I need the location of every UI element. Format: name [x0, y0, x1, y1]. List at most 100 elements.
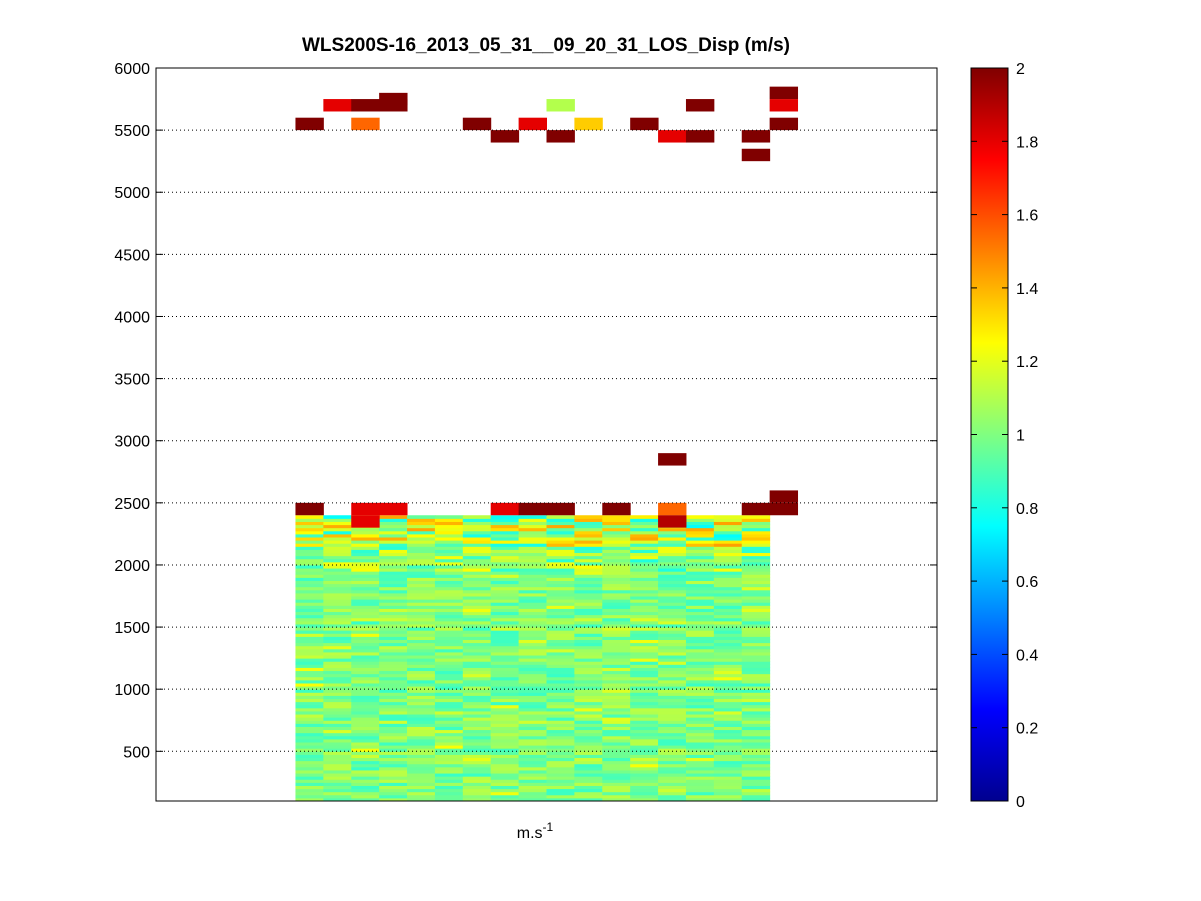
heatmap-cell — [323, 586, 352, 591]
heatmap-cell — [518, 605, 547, 609]
heatmap-cell — [379, 701, 408, 706]
heatmap-cell — [518, 117, 547, 131]
heatmap-cell — [713, 543, 743, 547]
heatmap-cell — [658, 754, 687, 759]
heatmap-cell — [741, 639, 771, 644]
heatmap-cell — [434, 779, 464, 783]
heatmap-cell — [658, 543, 687, 547]
heatmap-cell — [295, 745, 324, 749]
heatmap-cell — [574, 794, 603, 799]
heatmap-cell — [295, 555, 324, 560]
heatmap-cell — [630, 686, 659, 690]
heatmap-cell — [490, 623, 520, 628]
heatmap-cell — [685, 692, 715, 696]
heatmap-cell — [295, 676, 324, 681]
heatmap-cell — [295, 583, 324, 588]
heatmap-cell — [407, 611, 436, 616]
heatmap-cell — [546, 611, 575, 616]
heatmap-cell — [630, 773, 659, 777]
heatmap-cell — [379, 707, 408, 712]
heatmap-cell — [630, 741, 659, 746]
heatmap-cell — [741, 695, 771, 700]
heatmap-cell — [462, 785, 492, 790]
heatmap-cell — [490, 577, 520, 581]
heatmap-cell — [713, 558, 743, 563]
heatmap-cell — [295, 658, 324, 662]
heatmap-cell — [685, 704, 715, 709]
heatmap-cell — [630, 757, 659, 762]
heatmap-cell — [295, 605, 324, 609]
y-tick-label: 500 — [123, 744, 150, 761]
heatmap-cell — [630, 782, 659, 786]
heatmap-cell — [741, 645, 771, 650]
heatmap-cell — [713, 698, 743, 703]
heatmap-cell — [490, 794, 520, 799]
heatmap-cell — [379, 658, 408, 662]
heatmap-cell — [741, 698, 771, 703]
heatmap-cell — [518, 745, 547, 749]
heatmap-cell — [713, 549, 743, 554]
heatmap-cell — [713, 748, 743, 752]
heatmap-cell — [518, 766, 547, 771]
heatmap-cell — [602, 661, 631, 665]
heatmap-cell — [685, 558, 715, 563]
colorbar-tick-label: 0.4 — [1016, 647, 1038, 664]
heatmap-cell — [574, 537, 603, 541]
y-tick-label: 1500 — [114, 620, 150, 637]
heatmap-cell — [295, 729, 324, 734]
heatmap-cell — [574, 782, 603, 786]
heatmap-cell — [574, 779, 603, 783]
heatmap-cell — [546, 692, 575, 696]
heatmap-cell — [351, 605, 380, 609]
heatmap-cell — [546, 735, 575, 740]
heatmap-cell — [685, 533, 715, 538]
heatmap-cell — [630, 714, 659, 718]
heatmap-cell — [462, 564, 492, 569]
heatmap-cell — [379, 537, 408, 541]
heatmap-cell — [658, 788, 687, 793]
heatmap-cell — [490, 769, 520, 774]
heatmap-cell — [351, 726, 380, 731]
heatmap-cell — [630, 664, 659, 668]
heatmap-cell — [434, 543, 464, 547]
heatmap-cell — [434, 698, 464, 703]
heatmap-cell — [713, 729, 743, 734]
heatmap-cell — [685, 655, 715, 659]
heatmap-cell — [741, 748, 771, 752]
heatmap-cell — [574, 791, 603, 796]
heatmap-cell — [630, 797, 659, 802]
heatmap-cell — [518, 726, 547, 731]
y-tick-label: 3500 — [114, 372, 150, 389]
heatmap-cell — [741, 726, 771, 731]
heatmap-cell — [407, 720, 436, 724]
heatmap-cell — [518, 568, 547, 572]
heatmap-cell — [490, 779, 520, 783]
heatmap-cell — [490, 630, 520, 634]
heatmap-cell — [462, 655, 492, 659]
heatmap-cell — [685, 735, 715, 740]
heatmap-cell — [658, 608, 687, 613]
heatmap-cell — [685, 596, 715, 600]
heatmap-cell — [462, 586, 492, 591]
heatmap-cell — [462, 577, 492, 581]
heatmap-cell — [434, 760, 464, 765]
heatmap-cell — [351, 608, 380, 613]
heatmap-cell — [351, 773, 380, 777]
heatmap-cell — [630, 583, 659, 588]
heatmap-cell — [685, 785, 715, 790]
heatmap-cell — [518, 577, 547, 581]
heatmap-cell — [685, 627, 715, 631]
heatmap-cell — [462, 763, 492, 768]
heatmap-cell — [434, 577, 464, 581]
heatmap-cell — [658, 577, 687, 581]
heatmap-cell — [351, 794, 380, 799]
heatmap-cell — [546, 695, 575, 700]
heatmap-cell — [741, 655, 771, 659]
heatmap-cell — [490, 745, 520, 749]
heatmap-cell — [518, 586, 547, 591]
heatmap-cell — [490, 648, 520, 653]
heatmap-cell — [323, 645, 352, 650]
heatmap-cell — [323, 543, 352, 547]
heatmap-cell — [407, 754, 436, 759]
heatmap-cell — [490, 698, 520, 703]
